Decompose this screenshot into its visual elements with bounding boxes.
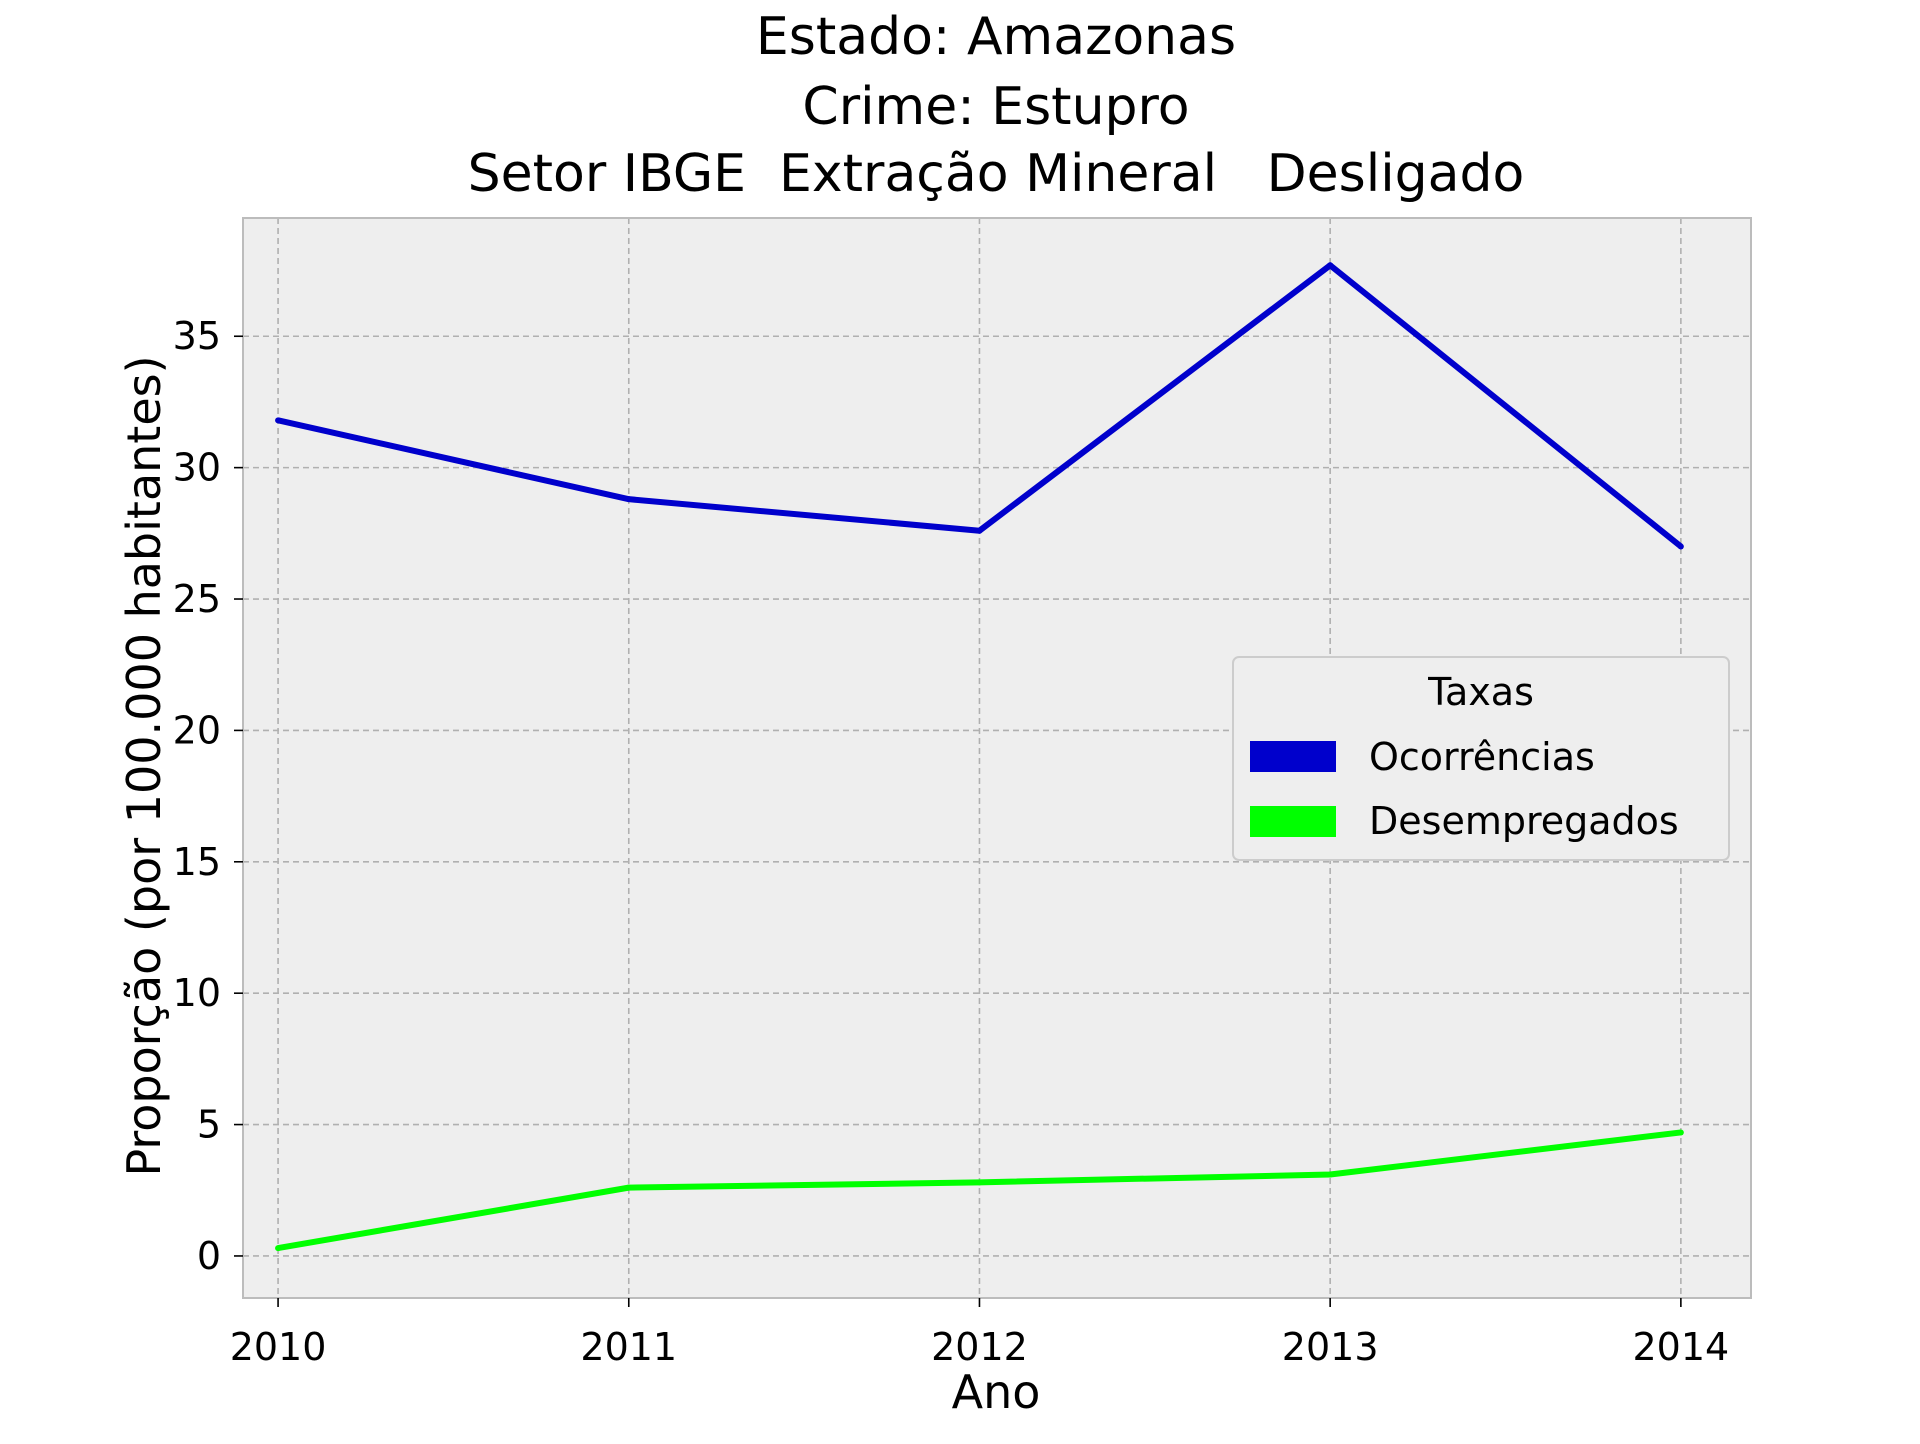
x-tick-label: 2013 xyxy=(1282,1325,1379,1369)
legend: Taxas Ocorrências Desempregados xyxy=(1232,656,1730,861)
data-point xyxy=(1327,1171,1334,1178)
y-tick-label: 10 xyxy=(173,971,221,1015)
plot-frame xyxy=(242,217,1752,1299)
y-tick-label: 20 xyxy=(173,708,221,752)
series xyxy=(275,262,1684,1252)
data-point xyxy=(1327,262,1334,269)
legend-swatch-ocorrencias xyxy=(1250,741,1336,772)
y-tick-label: 5 xyxy=(197,1103,221,1147)
x-tick-label: 2014 xyxy=(1633,1325,1730,1369)
legend-swatch-desempregados xyxy=(1250,806,1336,837)
title-line-1: Estado: Amazonas xyxy=(756,7,1236,67)
data-point xyxy=(275,417,282,424)
y-tick-label: 15 xyxy=(173,840,221,884)
grid xyxy=(243,218,1751,1298)
x-tick-label: 2011 xyxy=(580,1325,677,1369)
data-point xyxy=(625,496,632,503)
y-axis-label: Proporção (por 100.000 habitantes) xyxy=(117,355,171,1176)
y-tick-label: 25 xyxy=(173,577,221,621)
data-point xyxy=(1677,543,1684,550)
y-tick-label: 30 xyxy=(173,446,221,490)
x-tick-label: 2010 xyxy=(230,1325,327,1369)
title-line-3: Setor IBGE Extração Mineral Desligado xyxy=(468,144,1525,204)
data-point xyxy=(976,527,983,534)
x-tick-label: 2012 xyxy=(931,1325,1028,1369)
x-axis-label: Ano xyxy=(952,1365,1041,1419)
y-tick-label: 0 xyxy=(197,1234,221,1278)
legend-frame xyxy=(1232,656,1730,861)
data-point xyxy=(1677,1129,1684,1136)
data-point xyxy=(976,1179,983,1186)
data-point xyxy=(625,1184,632,1191)
legend-title: Taxas xyxy=(1427,670,1534,714)
chart-title: Estado: Amazonas Crime: Estupro Setor IB… xyxy=(468,7,1525,204)
data-point xyxy=(275,1245,282,1252)
y-axis-ticks: 0 5 10 15 20 25 30 35 xyxy=(173,314,243,1278)
x-axis-ticks: 2010 2011 2012 2013 2014 xyxy=(230,1298,1730,1369)
y-tick-label: 35 xyxy=(173,314,221,358)
title-line-2: Crime: Estupro xyxy=(802,77,1189,137)
legend-label-desempregados: Desempregados xyxy=(1369,799,1679,843)
legend-label-ocorrencias: Ocorrências xyxy=(1369,735,1595,779)
